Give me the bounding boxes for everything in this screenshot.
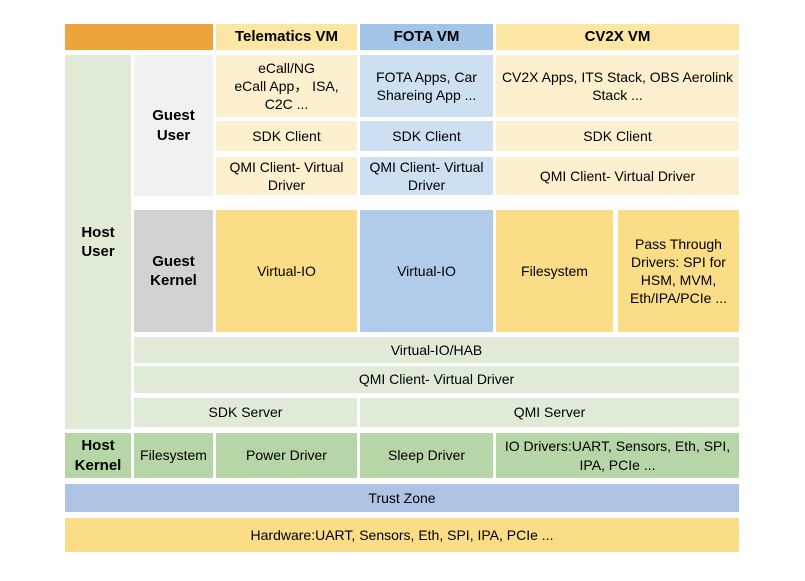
cell-telematics-sdk-client: SDK Client [216, 121, 357, 151]
cell-cv2x-sdk-client: SDK Client [496, 121, 739, 151]
cell-telematics-virtual-io: Virtual-IO [216, 210, 357, 332]
cell-qmi-server: QMI Server [360, 398, 739, 427]
cell-sdk-server: SDK Server [134, 398, 357, 427]
cell-io-drivers: IO Drivers:UART, Sensors, Eth, SPI, IPA,… [496, 433, 739, 478]
cell-qmi-client-virtual-driver: QMI Client- Virtual Driver [134, 366, 739, 393]
cell-sleep-driver: Sleep Driver [360, 433, 493, 478]
cell-hardware: Hardware:UART, Sensors, Eth, SPI, IPA, P… [65, 518, 739, 552]
host-kernel-label: Host Kernel [65, 433, 131, 478]
guest-user-label: Guest User [134, 55, 213, 196]
cell-trust-zone: Trust Zone [65, 484, 739, 512]
corner-block [65, 24, 213, 50]
cell-virtual-io-hab: Virtual-IO/HAB [134, 337, 739, 363]
cell-cv2x-passthrough-drivers: Pass Through Drivers: SPI for HSM, MVM, … [618, 210, 739, 332]
cell-power-driver: Power Driver [216, 433, 357, 478]
vm-header-cv2x: CV2X VM [496, 24, 739, 50]
cell-fota-qmi-client: QMI Client- Virtual Driver [360, 157, 493, 195]
cell-cv2x-filesystem: Filesystem [496, 210, 613, 332]
guest-kernel-label: Guest Kernel [134, 210, 213, 332]
cell-cv2x-apps: CV2X Apps, ITS Stack, OBS Aerolink Stack… [496, 55, 739, 117]
cell-cv2x-qmi-client: QMI Client- Virtual Driver [496, 157, 739, 195]
vm-header-telematics: Telematics VM [216, 24, 357, 50]
cell-telematics-qmi-client: QMI Client- Virtual Driver [216, 157, 357, 195]
vm-header-fota: FOTA VM [360, 24, 493, 50]
cell-host-filesystem: Filesystem [134, 433, 213, 478]
host-user-label: Host User [65, 55, 131, 429]
cell-fota-apps: FOTA Apps, Car Shareing App ... [360, 55, 493, 117]
cell-fota-sdk-client: SDK Client [360, 121, 493, 151]
cell-telematics-apps: eCall/NG eCall App， ISA, C2C ... [216, 55, 357, 117]
cell-fota-virtual-io: Virtual-IO [360, 210, 493, 332]
